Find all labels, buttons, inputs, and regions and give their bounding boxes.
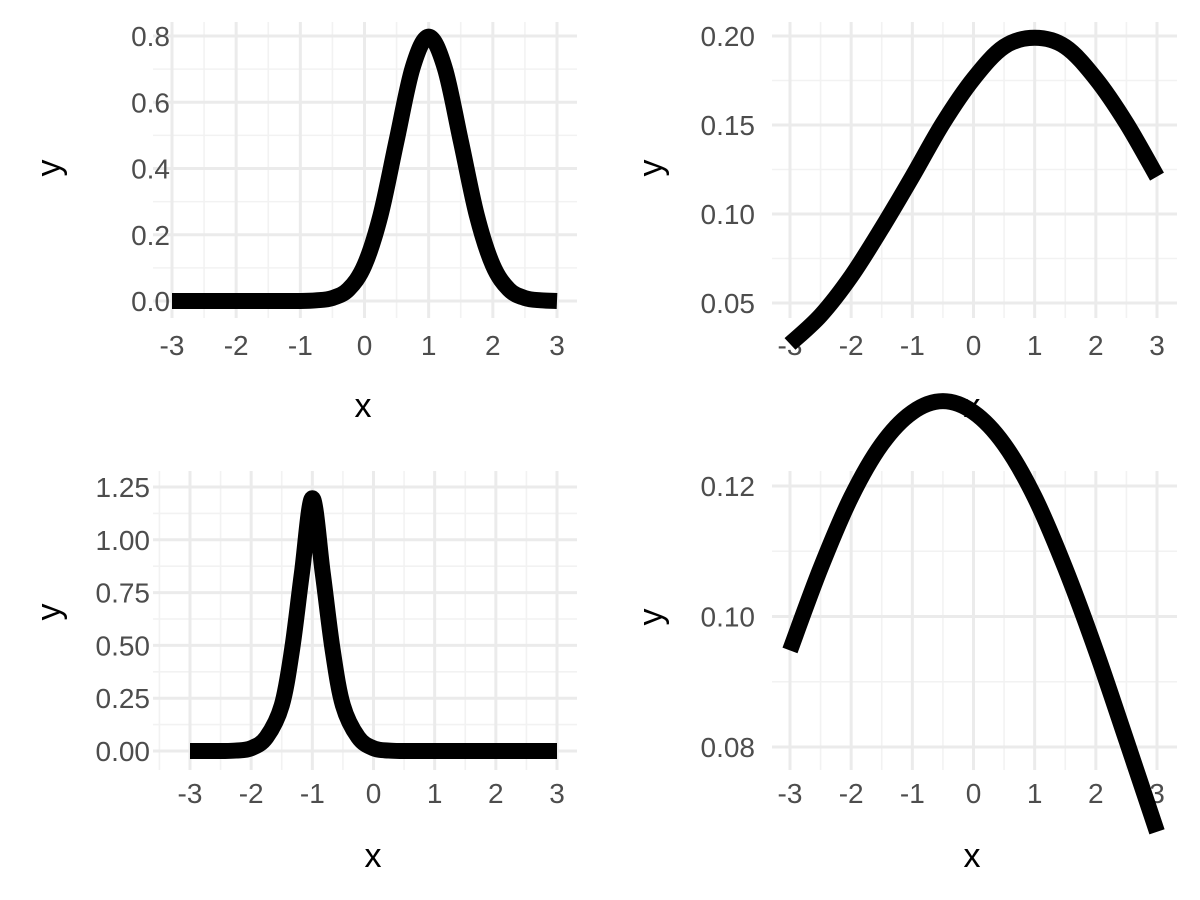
y-tick-label: 0.10 (701, 199, 756, 230)
grid (153, 471, 577, 770)
y-tick-label: 0.8 (131, 21, 170, 52)
y-tick-label: 0.0 (131, 286, 170, 317)
x-tick-label: 0 (966, 330, 982, 361)
x-tick-label: 3 (1149, 330, 1165, 361)
x-tick-label: -3 (778, 778, 803, 809)
y-tick-label: 0.6 (131, 87, 170, 118)
grid (772, 471, 1177, 770)
y-tick-label: 0.2 (131, 220, 170, 251)
series-line (784, 29, 1164, 350)
y-tick-label: 0.08 (701, 732, 756, 763)
x-tick-label: -2 (224, 330, 249, 361)
y-tick-label: 0.4 (131, 154, 170, 185)
x-tick-label: -1 (900, 330, 925, 361)
x-tick-label: -1 (900, 778, 925, 809)
grid (772, 22, 1177, 318)
x-tick-label: 2 (1088, 778, 1104, 809)
chart-panel-bottom-left: -3 -2 -1 0 1 2 3 0.00 0.25 0.50 0.75 1.00 1.25 x y (30, 471, 577, 875)
x-tick-label: -1 (288, 330, 313, 361)
x-axis-title: x (355, 387, 372, 425)
series-line (189, 490, 557, 760)
series-line (171, 28, 558, 310)
y-tick-label: 0.10 (701, 602, 756, 633)
x-tick-label: -2 (839, 778, 864, 809)
x-tick-label: 2 (1088, 330, 1104, 361)
y-tick-label: 0.75 (96, 578, 151, 609)
x-tick-label: 1 (427, 778, 443, 809)
x-tick-label: 1 (1027, 330, 1043, 361)
x-tick-label: -1 (300, 778, 325, 809)
x-tick-label: 3 (549, 330, 565, 361)
x-tick-label: 1 (421, 330, 437, 361)
x-tick-label: 2 (485, 330, 501, 361)
x-tick-label: -2 (839, 330, 864, 361)
y-tick-label: 1.25 (96, 472, 151, 503)
y-tick-label: 0.12 (701, 471, 756, 502)
y-axis-title: y (632, 609, 670, 626)
x-tick-label: 0 (366, 778, 382, 809)
x-tick-label: 2 (488, 778, 504, 809)
series-line (782, 393, 1165, 835)
x-axis-title: x (964, 837, 981, 875)
y-axis-title: y (632, 160, 670, 177)
x-tick-label: 3 (549, 778, 565, 809)
x-tick-label: 1 (1027, 778, 1043, 809)
x-tick-label: -2 (239, 778, 264, 809)
y-axis-title: y (30, 160, 68, 177)
x-tick-label: -3 (160, 330, 185, 361)
y-tick-label: 0.20 (701, 21, 756, 52)
x-tick-label: -3 (178, 778, 203, 809)
y-tick-label: 0.25 (96, 683, 151, 714)
y-tick-label: 0.00 (96, 736, 151, 767)
y-tick-label: 0.15 (701, 110, 756, 141)
x-tick-label: 0 (357, 330, 373, 361)
y-tick-label: 0.50 (96, 630, 151, 661)
y-tick-label: 1.00 (96, 525, 151, 556)
y-axis-title: y (30, 604, 68, 621)
x-axis-title: x (365, 837, 382, 875)
y-tick-label: 0.05 (701, 288, 756, 319)
chart-panel-top-left: -3 -2 -1 0 1 2 3 0.0 0.2 0.4 0.6 0.8 x y (30, 21, 577, 425)
x-tick-label: 0 (966, 778, 982, 809)
